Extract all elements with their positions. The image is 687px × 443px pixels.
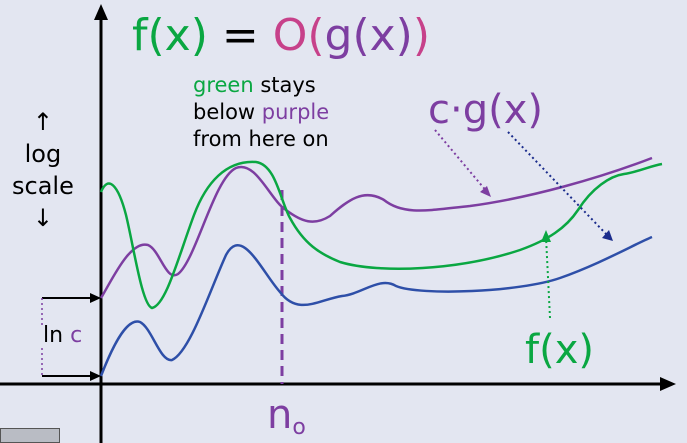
lnc-label: ln c	[41, 323, 85, 348]
n0-label: no	[267, 395, 306, 439]
cg-curve-label: c·g(x)	[428, 87, 543, 133]
lnc-c: c	[70, 323, 83, 348]
cg-pointer-arrow-1	[434, 129, 489, 194]
note-line-2: below purple	[193, 99, 329, 126]
note-line1-rest: stays	[253, 73, 316, 97]
title-big-o: O(	[272, 10, 325, 61]
cg-curve	[99, 156, 653, 299]
n0-subscript: o	[292, 415, 306, 440]
fx-pointer-arrowhead	[541, 230, 551, 242]
lnc-ln: ln	[43, 323, 71, 348]
title-equation: f(x) = O(g(x))	[132, 14, 430, 58]
title-close-paren: )	[412, 10, 431, 61]
note-line-3: from here on	[193, 127, 329, 151]
note-line2-start: below	[193, 100, 262, 124]
n0-base: n	[267, 392, 293, 438]
fx-curve-label: f(x)	[525, 327, 594, 373]
down-arrow-icon: ↓	[32, 204, 53, 232]
note-purple-word: purple	[261, 100, 330, 124]
fx-pointer-arrow	[545, 236, 551, 319]
title-f: f(x)	[132, 10, 208, 61]
annotation-note: green stays below purple from here on	[193, 72, 329, 153]
g-curve	[99, 235, 653, 377]
title-g: g(x)	[324, 10, 413, 61]
lnc-lower-arrowhead	[90, 371, 101, 381]
y-axis-arrowhead	[94, 4, 108, 20]
cg-pointer-arrowhead-2	[602, 230, 613, 241]
y-axis-label-log: log	[24, 140, 62, 168]
x-axis-arrowhead	[660, 377, 676, 391]
title-equals: =	[207, 10, 273, 61]
f-curve	[99, 160, 663, 310]
cg-pointer-arrowhead-1	[480, 186, 491, 197]
lnc-upper-arrowhead	[90, 293, 101, 303]
y-axis-label: ↑ log scale ↓	[12, 106, 74, 234]
license-badge	[0, 428, 60, 443]
cg-pointer-arrow-2	[507, 131, 609, 237]
y-axis-label-scale: scale	[12, 172, 74, 200]
note-line-1: green stays	[193, 72, 329, 99]
up-arrow-icon: ↑	[32, 108, 53, 136]
note-green-word: green	[193, 73, 254, 97]
